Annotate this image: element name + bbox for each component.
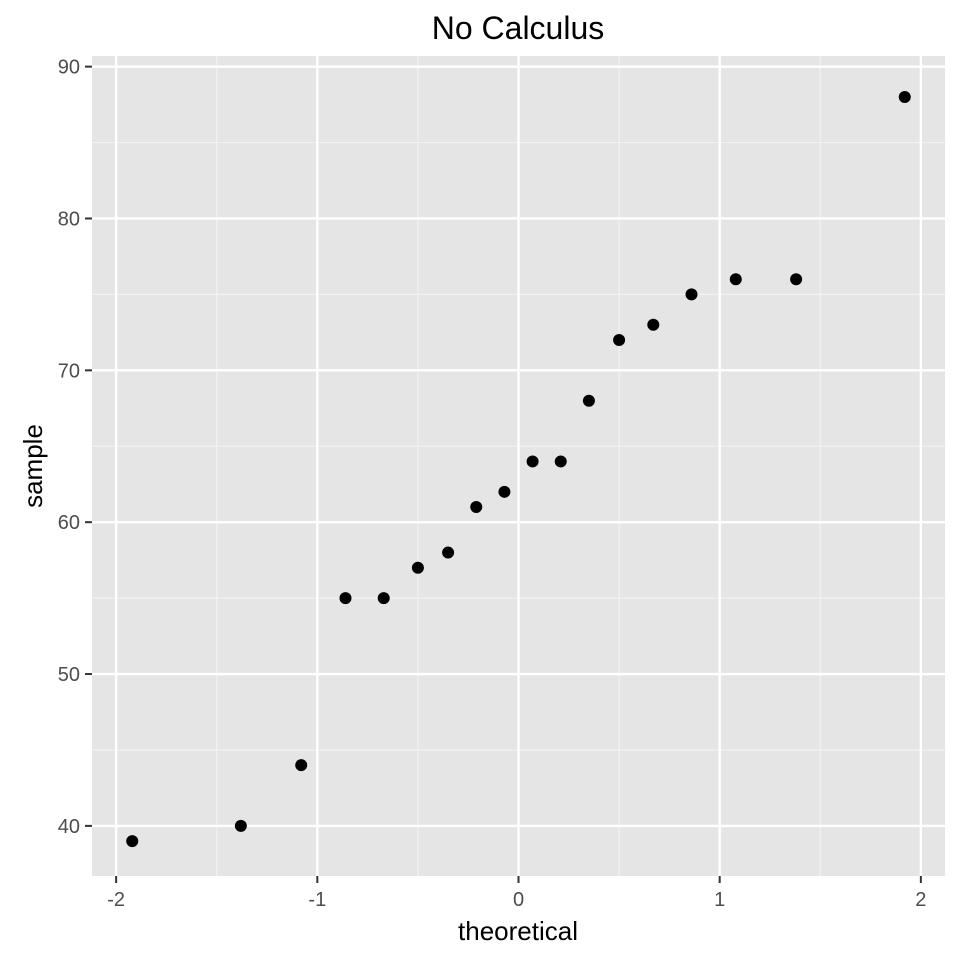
data-point bbox=[411, 561, 424, 574]
x-tick-label: -2 bbox=[107, 889, 125, 911]
major-gridlines bbox=[92, 56, 945, 876]
x-tick-label: 1 bbox=[714, 889, 725, 911]
data-point bbox=[126, 835, 139, 848]
x-axis: -2 -1 0 1 2 bbox=[107, 876, 926, 911]
data-point bbox=[470, 501, 483, 513]
y-tick-label: 80 bbox=[58, 208, 80, 230]
y-tick-label: 50 bbox=[58, 664, 80, 686]
y-axis: 40 50 60 70 80 90 bbox=[58, 57, 92, 838]
data-point bbox=[554, 455, 567, 468]
data-point bbox=[582, 394, 595, 407]
x-tick-label: -1 bbox=[308, 889, 326, 911]
y-tick-label: 90 bbox=[58, 57, 80, 79]
y-tick-label: 60 bbox=[58, 512, 80, 534]
x-tick-label: 0 bbox=[513, 889, 524, 911]
data-point bbox=[498, 485, 511, 498]
data-point bbox=[613, 333, 626, 346]
y-axis-label: sample bbox=[18, 424, 48, 508]
y-tick-label: 40 bbox=[58, 816, 80, 838]
data-point bbox=[234, 819, 247, 832]
data-points bbox=[126, 91, 911, 848]
x-axis-label: theoretical bbox=[458, 916, 578, 946]
data-point bbox=[442, 546, 455, 559]
data-point bbox=[898, 91, 911, 103]
data-point bbox=[526, 455, 539, 468]
data-point bbox=[339, 592, 352, 605]
data-point bbox=[377, 592, 390, 605]
y-tick-label: 70 bbox=[58, 360, 80, 382]
chart-title: No Calculus bbox=[432, 10, 605, 46]
x-tick-label: 2 bbox=[915, 889, 926, 911]
data-point bbox=[729, 273, 742, 286]
data-point bbox=[647, 318, 660, 331]
data-point bbox=[685, 288, 698, 301]
data-point bbox=[295, 759, 308, 772]
data-point bbox=[790, 273, 803, 286]
